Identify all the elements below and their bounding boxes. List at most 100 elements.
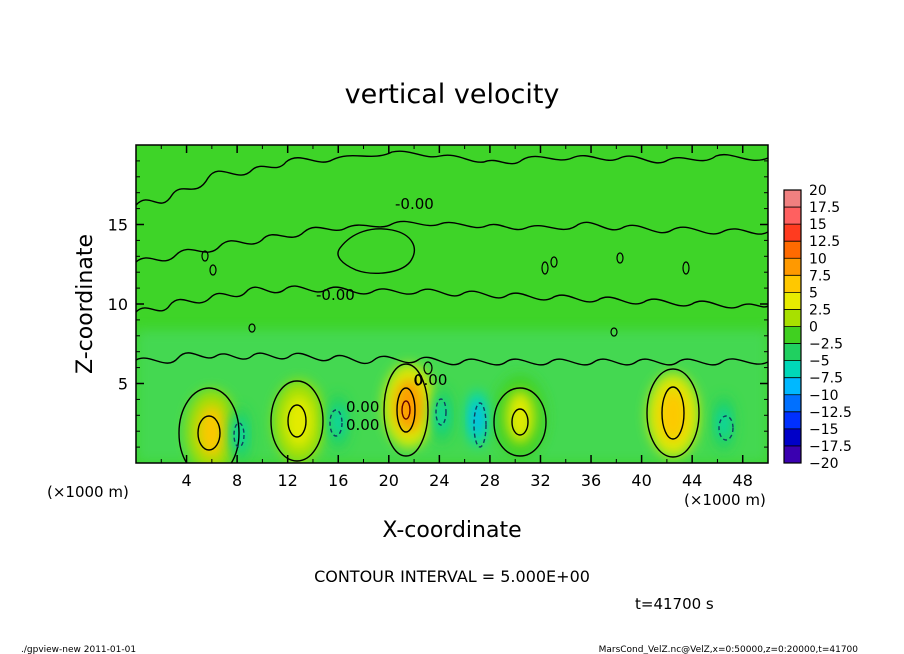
downdraft-core [471, 402, 484, 435]
contour-cell [511, 408, 529, 436]
updraft-core [197, 405, 226, 458]
contour-cell [178, 387, 240, 463]
colorbar-label: −20 [809, 456, 839, 472]
x-tick-label: 24 [429, 471, 449, 490]
contour-lines [136, 150, 768, 463]
downdraft-core [717, 407, 730, 440]
chart-title: vertical velocity [345, 79, 560, 110]
contour-cell [287, 404, 307, 438]
colorbar-segment [784, 411, 801, 430]
colorbar-label: 5 [809, 285, 818, 301]
program-label: ./gpview-new 2011-01-01 [21, 645, 136, 654]
x-tick-label: 32 [530, 471, 550, 490]
colorbar-segment [784, 275, 801, 293]
x-tick-label: 16 [328, 471, 348, 490]
colorbar-segment [784, 394, 801, 413]
contour-line [136, 285, 768, 313]
contour-cell [646, 368, 700, 458]
x-tick-label: 20 [379, 471, 399, 490]
x-unit-left: (×1000 m) [47, 483, 129, 501]
x-tick-label: 12 [278, 471, 298, 490]
y-axis-label: Z-coordinate [73, 234, 98, 374]
colorbar-label: −17.5 [809, 439, 852, 455]
colorbar-segment [784, 428, 801, 447]
colorbar-segment [784, 258, 801, 276]
colorbar-segment [784, 326, 801, 345]
contour-cell [616, 252, 624, 264]
contour-cell [550, 256, 558, 268]
contour-cell [197, 415, 221, 451]
x-axis-label: X-coordinate [382, 518, 521, 543]
contour-cell [233, 422, 245, 448]
colorbar-label: 7.5 [809, 268, 831, 284]
updraft-core [285, 395, 314, 448]
colorbar-frame [783, 189, 802, 464]
colorbar-segment [784, 309, 801, 327]
colorbar-label: 0 [809, 320, 818, 336]
downdraft-core [332, 405, 345, 438]
contour-label: 0.00 [346, 416, 379, 434]
colorbar-label: −12.5 [809, 405, 852, 421]
x-tick-label: 8 [232, 471, 242, 490]
contour-interval: CONTOUR INTERVAL = 5.000E+00 [314, 567, 590, 586]
colorbar-label: 17.5 [809, 200, 840, 216]
source-label: MarsCond_VelZ.nc@VelZ,x=0:50000,z=0:2000… [599, 645, 859, 654]
contour-cell [661, 386, 685, 440]
x-tick-label: 4 [181, 471, 191, 490]
x-tick-label: 36 [581, 471, 601, 490]
contour-line [136, 150, 768, 206]
x-axis: 4 8 12 16 20 24 28 32 36 40 44 48 [160, 145, 753, 490]
contour-cell [209, 264, 217, 276]
time-label: t=41700 s [635, 595, 714, 613]
contour-cell [329, 409, 343, 437]
contour-cell [493, 387, 547, 457]
colorbar-label: −2.5 [809, 337, 843, 353]
contour-label: 0.00 [346, 398, 379, 416]
colorbar-label: 20 [809, 183, 827, 199]
colorbar-segment [784, 360, 801, 379]
colorbar-segment [784, 207, 801, 225]
x-tick-label: 48 [733, 471, 753, 490]
colorbar-segment [784, 224, 801, 242]
contour-cell [682, 261, 690, 275]
colorbar-segment [784, 190, 801, 208]
x-unit-right: (×1000 m) [684, 491, 766, 509]
colorbar-label: 15 [809, 217, 827, 233]
contour-cell [423, 361, 433, 375]
contour-cell [718, 415, 734, 441]
colorbar-label: 12.5 [809, 234, 840, 250]
contour-labels: -0.00 -0.00 0.00 0.00 0.00 [316, 195, 447, 434]
contour-cell [383, 363, 429, 457]
colorbar-segment [784, 241, 801, 259]
y-tick-label: 10 [108, 295, 128, 314]
contour-cell [414, 374, 422, 386]
colorbar-label: −10 [809, 388, 839, 404]
colorbar-segment [784, 377, 801, 396]
contour-label: 0.00 [414, 371, 447, 389]
colorbar-label: 10 [809, 251, 827, 267]
colorbar-label: 2.5 [809, 302, 831, 318]
plot-area: -0.00 -0.00 0.00 0.00 0.00 [136, 145, 768, 463]
contour-cell [270, 380, 324, 462]
contour-line [337, 228, 415, 274]
contour-cell [435, 398, 447, 426]
colorbar-segment [784, 343, 801, 362]
contour-cell [541, 261, 549, 275]
contour-label: -0.00 [395, 195, 434, 213]
colorbar-segment [784, 292, 801, 310]
y-axis: 5 10 15 [108, 160, 768, 448]
colorbar-label: −15 [809, 422, 839, 438]
y-tick-label: 15 [108, 216, 128, 235]
updraft-core [659, 389, 688, 442]
x-tick-label: 40 [631, 471, 651, 490]
contour-cell [473, 402, 487, 448]
y-tick-label: 5 [118, 375, 128, 394]
x-tick-label: 28 [480, 471, 500, 490]
colorbar-segment [784, 445, 801, 464]
contour-line [136, 352, 768, 366]
x-tick-label: 44 [682, 471, 702, 490]
colorbar-label: −5 [809, 354, 830, 370]
contour-label: -0.00 [316, 286, 355, 304]
